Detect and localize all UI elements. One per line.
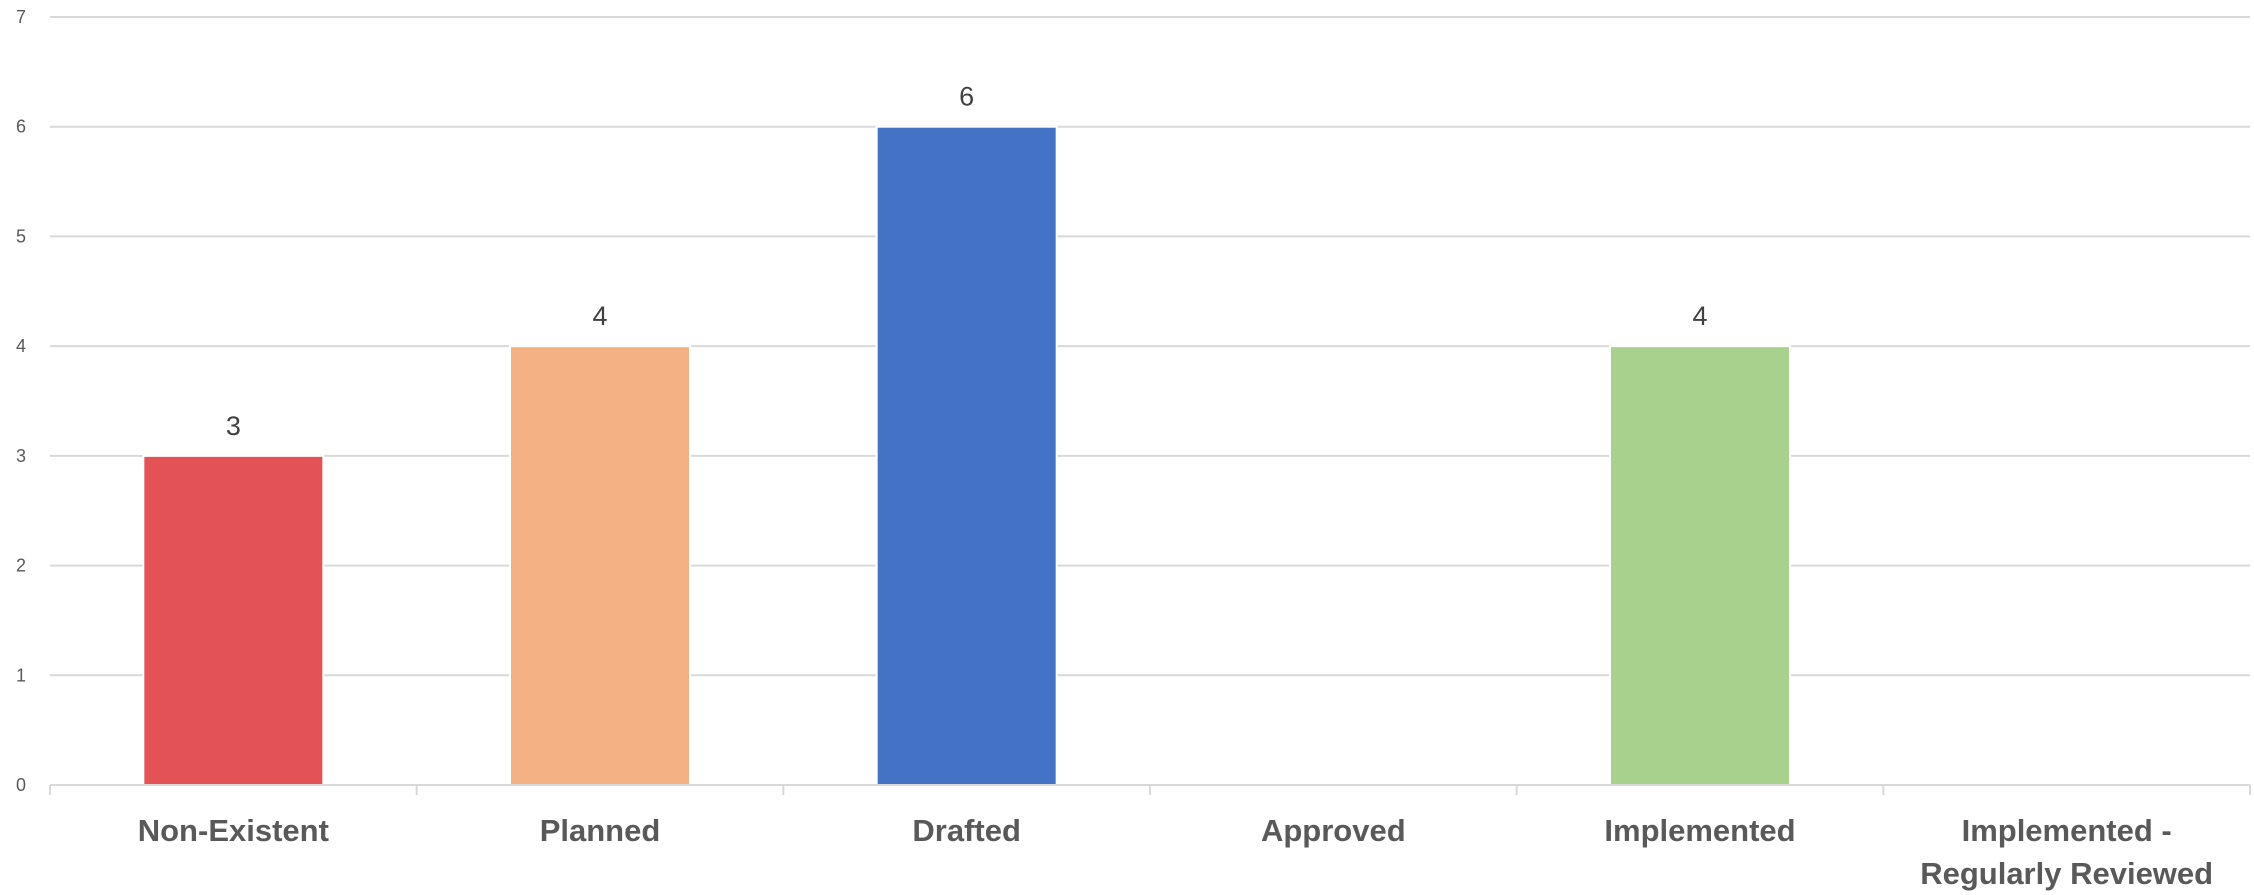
x-axis	[49, 784, 2251, 795]
x-tick-label-line: Implemented -	[1962, 813, 2172, 848]
y-tick-label: 0	[16, 775, 26, 795]
y-axis-tick-labels: 0 1 2 3 4 5 6 7	[16, 7, 26, 795]
bar-drafted	[875, 125, 1058, 786]
y-tick-label: 4	[16, 336, 26, 356]
x-tick-label: Implemented	[1604, 813, 1795, 848]
y-tick-label: 6	[16, 117, 26, 137]
x-tick-label-line: Drafted	[912, 813, 1021, 848]
bar-non-existent	[142, 454, 325, 786]
x-tick-label: Approved	[1261, 813, 1406, 848]
y-tick-label: 5	[16, 226, 26, 246]
data-label: 6	[959, 82, 974, 112]
x-tick-label: Non-Existent	[138, 813, 329, 848]
data-labels: 3 4 6 4	[226, 82, 1708, 441]
y-tick-label: 3	[16, 446, 26, 466]
gridlines	[50, 16, 2250, 677]
data-label: 4	[592, 301, 607, 331]
x-tick-label-line: Implemented	[1604, 813, 1795, 848]
x-tick-label: Implemented - Regularly Reviewed	[1920, 813, 2213, 891]
y-tick-label: 1	[16, 665, 26, 685]
y-tick-label: 7	[16, 7, 26, 27]
x-axis-tick-labels: Non-Existent Planned Drafted Approved Implem…	[138, 813, 2213, 891]
x-tick-label: Planned	[540, 813, 661, 848]
y-tick-label: 2	[16, 556, 26, 576]
x-tick-label-line: Regularly Reviewed	[1920, 856, 2213, 891]
bar-implemented	[1609, 345, 1791, 786]
bars	[142, 125, 1791, 786]
x-tick-label-line: Approved	[1261, 813, 1406, 848]
data-label: 3	[226, 411, 241, 441]
x-tick-label-line: Planned	[540, 813, 661, 848]
x-tick-label-line: Non-Existent	[138, 813, 329, 848]
data-label: 4	[1692, 301, 1707, 331]
bar-planned	[509, 345, 691, 786]
x-tick-label: Drafted	[912, 813, 1021, 848]
